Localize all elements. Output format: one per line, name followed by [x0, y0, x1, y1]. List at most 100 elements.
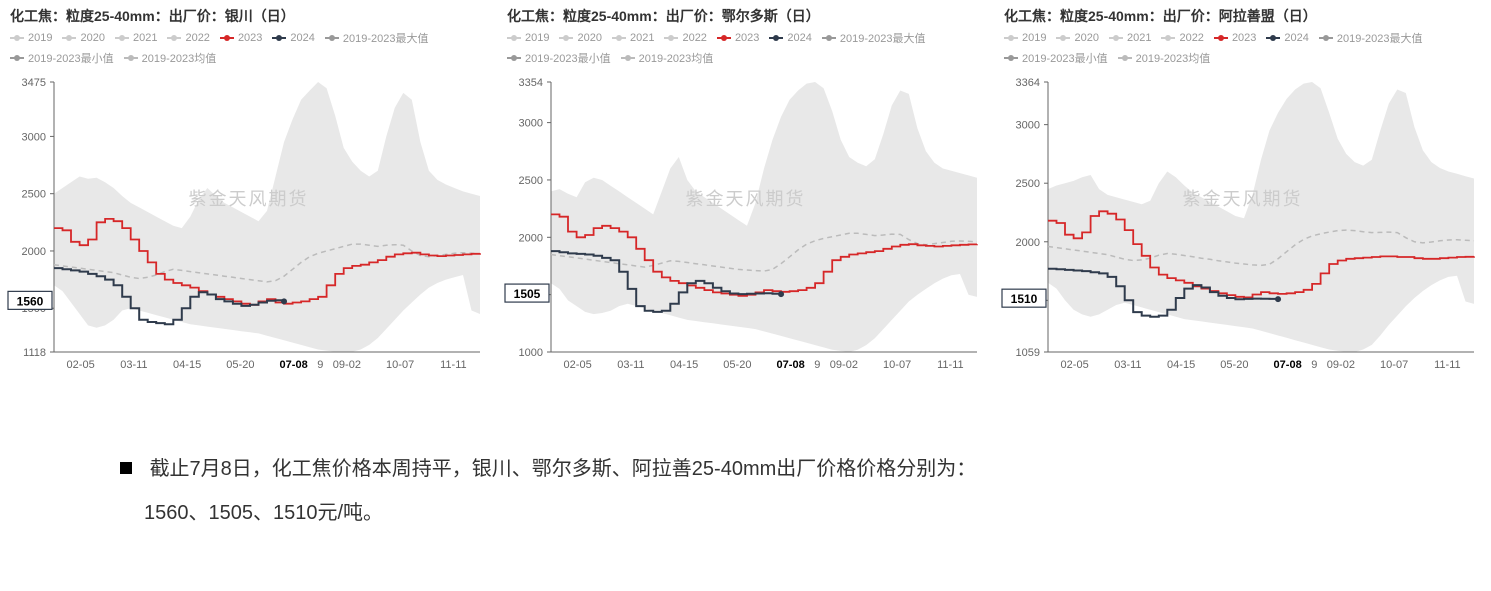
svg-text:9: 9	[1311, 359, 1317, 371]
legend-label: 2019-2023最小值	[1022, 50, 1108, 66]
svg-text:03-11: 03-11	[617, 359, 644, 371]
legend-item-min: 2019-2023最小值	[1004, 50, 1108, 66]
svg-text:10-07: 10-07	[386, 359, 414, 371]
legend-marker-icon	[717, 37, 731, 39]
svg-text:04-15: 04-15	[1167, 359, 1195, 371]
legend-item-y2020: 2020	[559, 32, 601, 44]
legend-marker-icon	[10, 37, 24, 39]
svg-text:10-07: 10-07	[883, 359, 911, 371]
svg-text:09-02: 09-02	[1327, 359, 1355, 371]
chart-panel-2: 化工焦：粒度25-40mm：出厂价：阿拉善盟（日）201920202021202…	[998, 2, 1487, 387]
svg-text:3000: 3000	[22, 131, 46, 143]
legend-item-max: 2019-2023最大值	[822, 30, 926, 46]
chart-title: 化工焦：粒度25-40mm：出厂价：鄂尔多斯（日）	[501, 2, 990, 28]
svg-text:07-08: 07-08	[280, 359, 308, 371]
legend-label: 2021	[1127, 32, 1151, 44]
legend-marker-icon	[769, 37, 783, 39]
svg-text:05-20: 05-20	[723, 359, 751, 371]
legend-marker-icon	[1319, 37, 1333, 39]
legend-marker-icon	[1056, 37, 1070, 39]
svg-text:02-05: 02-05	[67, 359, 95, 371]
legend-marker-icon	[10, 57, 24, 59]
legend-item-avg: 2019-2023均值	[1118, 50, 1211, 66]
legend-marker-icon	[664, 37, 678, 39]
legend-item-y2021: 2021	[612, 32, 654, 44]
legend-marker-icon	[115, 37, 129, 39]
legend-item-max: 2019-2023最大值	[325, 30, 429, 46]
legend-marker-icon	[1161, 37, 1175, 39]
legend-item-y2019: 2019	[10, 32, 52, 44]
legend-label: 2024	[1284, 32, 1308, 44]
legend-item-avg: 2019-2023均值	[621, 50, 714, 66]
svg-text:11-11: 11-11	[1434, 359, 1461, 371]
svg-text:09-02: 09-02	[830, 359, 858, 371]
legend-marker-icon	[1109, 37, 1123, 39]
svg-text:2500: 2500	[22, 189, 46, 201]
legend-item-y2023: 2023	[220, 32, 262, 44]
svg-text:9: 9	[814, 359, 820, 371]
svg-text:3364: 3364	[1016, 77, 1040, 89]
legend-item-min: 2019-2023最小值	[10, 50, 114, 66]
svg-text:11-11: 11-11	[937, 359, 964, 371]
legend-label: 2019-2023均值	[1136, 50, 1211, 66]
legend-item-max: 2019-2023最大值	[1319, 30, 1423, 46]
legend-item-y2022: 2022	[664, 32, 706, 44]
svg-text:2000: 2000	[1016, 237, 1040, 249]
legend-label: 2019-2023均值	[142, 50, 217, 66]
svg-text:1505: 1505	[514, 287, 541, 301]
legend-item-min: 2019-2023最小值	[507, 50, 611, 66]
legend-item-y2023: 2023	[1214, 32, 1256, 44]
legend-marker-icon	[507, 37, 521, 39]
legend-marker-icon	[822, 37, 836, 39]
legend-label: 2022	[682, 32, 706, 44]
svg-text:05-20: 05-20	[226, 359, 254, 371]
svg-text:03-11: 03-11	[1114, 359, 1141, 371]
legend-item-y2021: 2021	[115, 32, 157, 44]
legend-label: 2019	[28, 32, 52, 44]
legend-label: 2022	[185, 32, 209, 44]
chart-plot: 紫金天风期货11181500200025003000347502-0503-11…	[4, 72, 493, 387]
legend-label: 2019	[1022, 32, 1046, 44]
legend-marker-icon	[1118, 57, 1132, 59]
chart-panel-1: 化工焦：粒度25-40mm：出厂价：鄂尔多斯（日）201920202021202…	[501, 2, 990, 387]
legend-label: 2019-2023最大值	[343, 30, 429, 46]
legend-item-y2021: 2021	[1109, 32, 1151, 44]
svg-text:3000: 3000	[519, 118, 543, 130]
legend-label: 2023	[735, 32, 759, 44]
svg-text:05-20: 05-20	[1220, 359, 1248, 371]
svg-text:03-11: 03-11	[120, 359, 147, 371]
svg-text:1000: 1000	[519, 347, 543, 359]
svg-text:09-02: 09-02	[333, 359, 361, 371]
legend-label: 2023	[238, 32, 262, 44]
legend-label: 2019-2023最小值	[28, 50, 114, 66]
legend-marker-icon	[325, 37, 339, 39]
svg-text:1118: 1118	[23, 347, 46, 359]
chart-plot: 紫金天风期货10001500200025003000335402-0503-11…	[501, 72, 990, 387]
chart-title: 化工焦：粒度25-40mm：出厂价：银川（日）	[4, 2, 493, 28]
legend-label: 2021	[630, 32, 654, 44]
legend-label: 2019-2023均值	[639, 50, 714, 66]
bullet-icon	[120, 462, 132, 474]
legend-marker-icon	[612, 37, 626, 39]
legend-marker-icon	[1214, 37, 1228, 39]
legend-label: 2021	[133, 32, 157, 44]
commentary-block: 截止7月8日，化工焦价格本周持平，银川、鄂尔多斯、阿拉善25-40mm出厂价格价…	[0, 387, 1491, 555]
legend-marker-icon	[1266, 37, 1280, 39]
legend-item-y2024: 2024	[1266, 32, 1308, 44]
chart-panel-0: 化工焦：粒度25-40mm：出厂价：银川（日）20192020202120222…	[4, 2, 493, 387]
legend-item-y2019: 2019	[1004, 32, 1046, 44]
charts-row: 化工焦：粒度25-40mm：出厂价：银川（日） 2019 2020 2021 2022 2…	[0, 0, 1491, 387]
chart-plot: 紫金天风期货10591500200025003000336402-0503-11…	[998, 72, 1487, 387]
legend-label: 2024	[290, 32, 314, 44]
svg-text:1059: 1059	[1016, 347, 1040, 359]
legend-marker-icon	[167, 37, 181, 39]
svg-text:3475: 3475	[22, 77, 46, 89]
svg-text:02-05: 02-05	[564, 359, 592, 371]
legend-label: 2022	[1179, 32, 1203, 44]
legend-label: 2019-2023最大值	[840, 30, 926, 46]
svg-text:9: 9	[317, 359, 323, 371]
commentary-line-2: 1560、1505、1510元/吨。	[144, 502, 383, 524]
svg-text:3354: 3354	[519, 77, 543, 89]
legend-item-y2020: 2020	[1056, 32, 1098, 44]
legend-item-y2023: 2023	[717, 32, 759, 44]
